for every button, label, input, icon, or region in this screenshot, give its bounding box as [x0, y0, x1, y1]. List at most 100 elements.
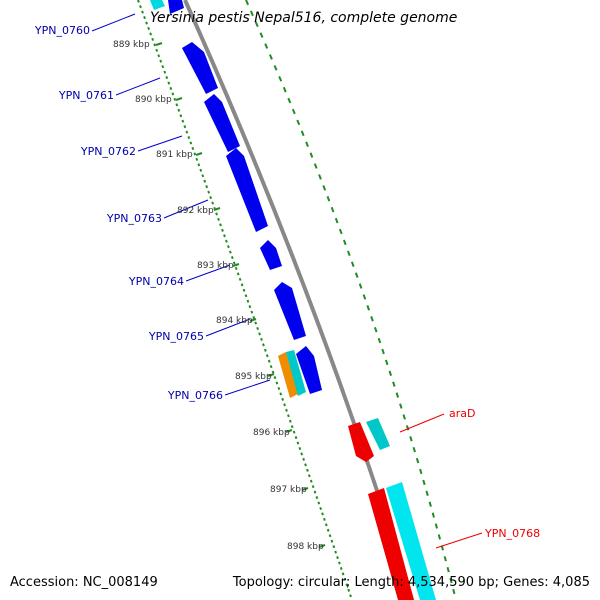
guide-dash-outer: [422, 479, 426, 486]
guide-dot-inner: [171, 92, 175, 96]
guide-dot-inner: [347, 588, 351, 592]
gene-label[interactable]: YPN_0762: [80, 145, 136, 158]
gene-arrow-ypn-0766[interactable]: [296, 346, 322, 394]
kbp-label: 889 kbp: [113, 40, 150, 50]
leader-ypn-0764: [185, 264, 231, 282]
guide-dot-inner: [258, 332, 261, 336]
guide-dot-inner: [242, 288, 246, 292]
guide-dot-inner: [309, 479, 313, 483]
guide-dot-inner: [177, 108, 181, 112]
gene-arrow-ypn-0765[interactable]: [274, 282, 306, 340]
guide-dash-outer: [405, 425, 410, 431]
gene-arrow-ypn-0760-cyan[interactable]: [150, 0, 165, 10]
guide-dot-inner: [326, 528, 330, 532]
guide-dash-outer: [254, 21, 259, 28]
guide-dot-inner: [189, 141, 193, 145]
gene-arrow-ypn-0768-cyan[interactable]: [386, 482, 436, 600]
guide-dash-outer: [346, 250, 351, 257]
guide-dot-inner: [191, 146, 195, 151]
gene-label[interactable]: YPN_0765: [148, 330, 204, 343]
guide-dot-inner: [246, 299, 250, 303]
guide-dot-inner: [296, 441, 300, 445]
guide-dot-inner: [281, 397, 285, 401]
guide-dash-outer: [412, 446, 416, 453]
guide-dot-inner: [139, 5, 142, 9]
gene-label[interactable]: araD: [449, 407, 475, 420]
gene-arrow-arad[interactable]: [348, 422, 374, 462]
guide-dash-outer: [428, 501, 432, 507]
accession-text: Accession: NC_008149: [10, 575, 158, 590]
guide-dash-outer: [452, 588, 456, 595]
gene-arrow-ypn-0768[interactable]: [368, 488, 414, 600]
guide-dot-inner: [271, 370, 275, 374]
gene-labels: YPN_0760 YPN_0761 YPN_0762 YPN_0763 YPN_…: [34, 24, 540, 540]
leader-ypn-0762: [137, 135, 183, 152]
guide-dash-outer: [358, 283, 363, 289]
guide-dash-outer: [402, 414, 406, 420]
guide-dot-inner: [225, 239, 228, 243]
guide-dot-inner: [260, 337, 263, 341]
leader-arad: [399, 413, 445, 433]
guide-dash-outer: [268, 54, 273, 60]
guide-dot-inner: [336, 556, 339, 560]
guide-dot-inner: [155, 48, 159, 52]
guide-dash-outer: [388, 370, 393, 377]
guide-dot-inner: [163, 70, 167, 74]
guide-dot-inner: [207, 190, 211, 194]
guide-dot-inner: [298, 446, 302, 451]
guide-dash-outer: [384, 359, 389, 366]
gene-arrow-ypn-0766-orange[interactable]: [278, 352, 298, 398]
gene-label[interactable]: YPN_0760: [34, 24, 90, 37]
kbp-tick-mark: [318, 544, 326, 548]
guide-dot-inner: [287, 414, 290, 418]
guide-dash-outer: [282, 86, 287, 93]
guide-dot-inner: [169, 86, 173, 91]
gene-arrow-ypn-0762[interactable]: [204, 94, 240, 152]
guide-dash-outer: [300, 130, 305, 137]
guide-dot-inner: [228, 250, 232, 254]
gene-label[interactable]: YPN_0763: [106, 212, 162, 225]
gene-arrow-ypn-0760[interactable]: [168, 0, 184, 14]
guide-dot-inner: [227, 245, 230, 249]
guide-dot-inner: [252, 316, 256, 320]
guide-dot-inner: [292, 430, 296, 434]
gene-arrow-ypn-0766-cyan[interactable]: [286, 350, 306, 396]
guide-dot-inner: [285, 408, 288, 412]
guide-dot-inner: [193, 152, 197, 156]
guide-dot-inner: [283, 403, 286, 407]
guide-dash-outer: [350, 261, 355, 267]
guide-dot-inner: [345, 583, 349, 587]
guide-dash-outer: [273, 65, 278, 71]
guide-dot-inner: [290, 425, 294, 429]
guide-dot-inner: [240, 283, 244, 287]
guide-dot-inner: [187, 136, 191, 140]
guide-dash-outer: [373, 326, 378, 333]
kbp-label: 893 kbp: [197, 261, 234, 271]
gene-arrow-ypn-0761[interactable]: [182, 42, 218, 94]
guide-dot-inner: [332, 545, 336, 549]
guide-dot-inner: [157, 54, 161, 58]
guide-dash-outer: [264, 43, 269, 49]
guide-dash-outer: [419, 468, 423, 475]
gene-label[interactable]: YPN_0764: [128, 275, 184, 288]
kbp-label: 896 kbp: [253, 428, 290, 438]
guide-dash-outer: [395, 392, 400, 398]
guide-dot-inner: [269, 365, 273, 369]
guide-dot-inner: [339, 566, 343, 570]
guide-dot-inner: [304, 463, 307, 467]
kbp-tick-mark: [155, 42, 163, 46]
guide-dot-inner: [221, 228, 224, 232]
gene-label[interactable]: YPN_0766: [167, 389, 223, 402]
guide-dash-outer: [291, 108, 296, 115]
gene-arrow-ypn-0763[interactable]: [226, 148, 268, 232]
leader-ypn-0761: [115, 77, 161, 96]
gene-label[interactable]: YPN_0761: [58, 89, 114, 102]
guide-dot-inner: [279, 392, 283, 396]
gene-arrow-arad-cyan[interactable]: [366, 418, 390, 450]
guide-dot-inner: [256, 326, 260, 331]
guide-dot-inner: [294, 436, 298, 440]
guide-dot-inner: [330, 539, 334, 543]
gene-arrow-ypn-0764[interactable]: [260, 240, 282, 270]
kbp-label: 892 kbp: [177, 206, 214, 216]
gene-label[interactable]: YPN_0768: [484, 527, 540, 540]
